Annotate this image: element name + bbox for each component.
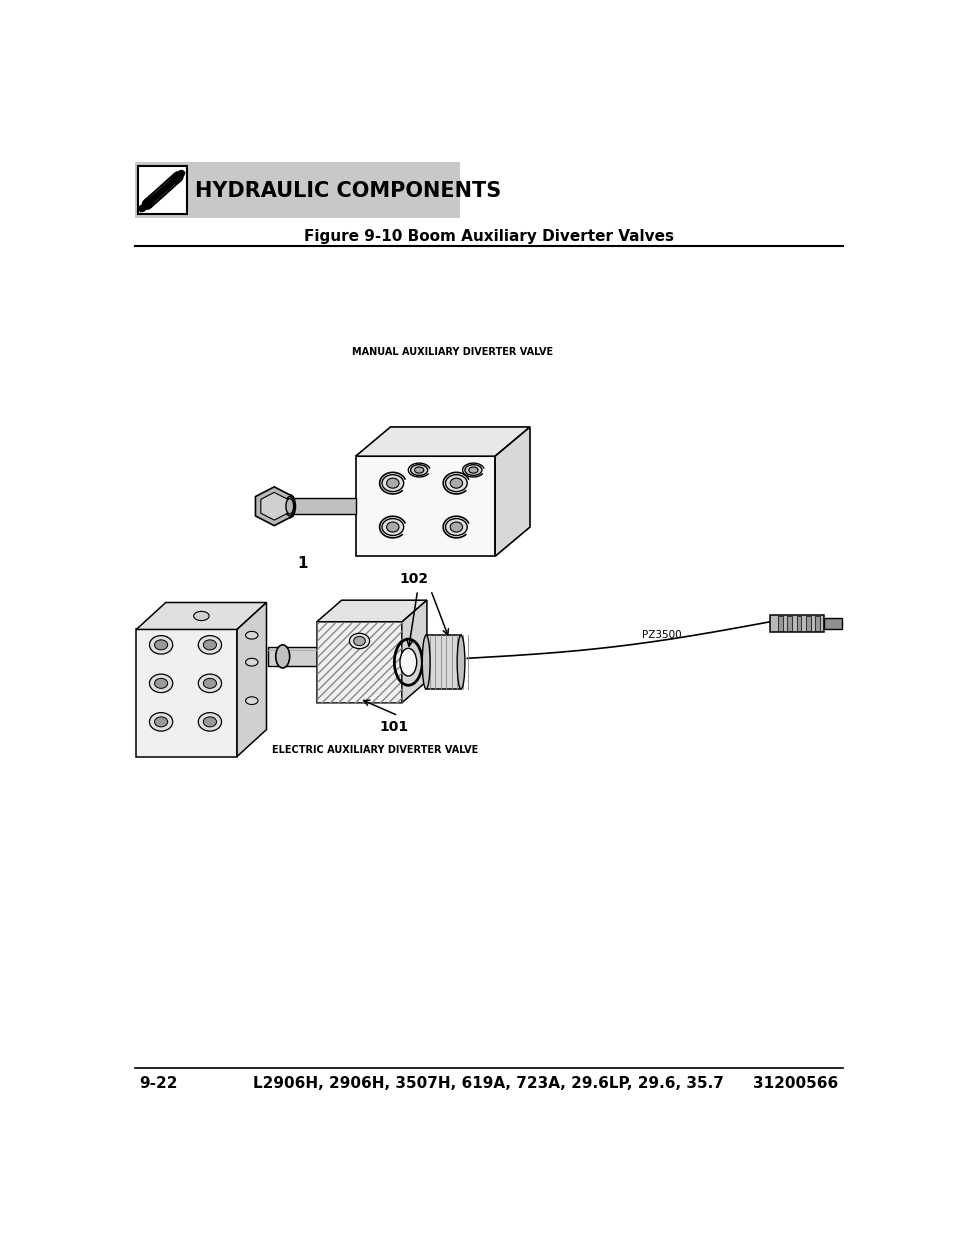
- Bar: [805, 615, 810, 631]
- Text: Figure 9-10 Boom Auxiliary Diverter Valves: Figure 9-10 Boom Auxiliary Diverter Valv…: [304, 230, 673, 245]
- Bar: [268, 647, 316, 666]
- Bar: [426, 635, 460, 689]
- Ellipse shape: [464, 464, 481, 475]
- Text: 31200566: 31200566: [753, 1076, 838, 1092]
- Ellipse shape: [286, 499, 294, 514]
- Polygon shape: [260, 493, 288, 520]
- Ellipse shape: [285, 496, 294, 516]
- Ellipse shape: [445, 474, 467, 492]
- Ellipse shape: [203, 716, 216, 727]
- Ellipse shape: [198, 636, 221, 655]
- Text: L2906H, 2906H, 3507H, 619A, 723A, 29.6LP, 29.6, 35.7: L2906H, 2906H, 3507H, 619A, 723A, 29.6LP…: [253, 1076, 723, 1092]
- Ellipse shape: [386, 478, 398, 488]
- Circle shape: [139, 205, 146, 211]
- Ellipse shape: [245, 658, 257, 666]
- Ellipse shape: [154, 678, 168, 688]
- Ellipse shape: [284, 495, 295, 517]
- Text: PZ3500: PZ3500: [641, 630, 681, 640]
- Bar: [778, 615, 781, 631]
- Circle shape: [172, 174, 181, 183]
- Ellipse shape: [381, 519, 403, 536]
- Ellipse shape: [198, 713, 221, 731]
- Ellipse shape: [245, 697, 257, 704]
- Ellipse shape: [354, 636, 365, 646]
- Ellipse shape: [275, 645, 290, 668]
- Bar: [823, 618, 841, 629]
- Polygon shape: [316, 621, 402, 703]
- Bar: [769, 615, 823, 632]
- Text: ELECTRIC AUXILIARY DIVERTER VALVE: ELECTRIC AUXILIARY DIVERTER VALVE: [272, 746, 477, 756]
- Ellipse shape: [381, 474, 403, 492]
- Ellipse shape: [150, 636, 172, 655]
- Text: MANUAL AUXILIARY DIVERTER VALVE: MANUAL AUXILIARY DIVERTER VALVE: [352, 347, 553, 357]
- Ellipse shape: [450, 478, 462, 488]
- Text: HYDRAULIC COMPONENTS: HYDRAULIC COMPONENTS: [195, 180, 501, 200]
- Bar: [282, 498, 355, 514]
- Ellipse shape: [445, 519, 467, 536]
- Bar: [137, 165, 187, 214]
- Polygon shape: [316, 600, 427, 621]
- Polygon shape: [255, 487, 293, 526]
- Text: 9-22: 9-22: [139, 1076, 177, 1092]
- Polygon shape: [136, 603, 266, 630]
- Ellipse shape: [386, 522, 398, 532]
- Bar: [316, 621, 402, 703]
- Text: 101: 101: [379, 720, 409, 735]
- Polygon shape: [402, 600, 427, 703]
- Ellipse shape: [193, 611, 209, 621]
- Bar: [134, 162, 459, 217]
- Ellipse shape: [410, 464, 427, 475]
- Circle shape: [144, 199, 153, 207]
- Ellipse shape: [154, 640, 168, 650]
- Polygon shape: [495, 427, 530, 556]
- Circle shape: [178, 170, 184, 177]
- Ellipse shape: [245, 631, 257, 638]
- Ellipse shape: [154, 716, 168, 727]
- Ellipse shape: [450, 522, 462, 532]
- Ellipse shape: [415, 467, 423, 473]
- Bar: [786, 615, 791, 631]
- Polygon shape: [236, 603, 266, 757]
- Bar: [815, 615, 819, 631]
- Ellipse shape: [150, 713, 172, 731]
- Ellipse shape: [203, 678, 216, 688]
- Ellipse shape: [349, 634, 369, 648]
- Ellipse shape: [198, 674, 221, 693]
- Ellipse shape: [399, 648, 416, 676]
- Ellipse shape: [203, 640, 216, 650]
- Text: 102: 102: [398, 572, 428, 587]
- Polygon shape: [355, 427, 530, 456]
- Polygon shape: [136, 630, 236, 757]
- Ellipse shape: [422, 635, 430, 689]
- Text: 1: 1: [297, 557, 308, 572]
- Ellipse shape: [468, 467, 477, 473]
- Polygon shape: [355, 456, 495, 556]
- Bar: [796, 615, 801, 631]
- Ellipse shape: [456, 635, 464, 689]
- Ellipse shape: [150, 674, 172, 693]
